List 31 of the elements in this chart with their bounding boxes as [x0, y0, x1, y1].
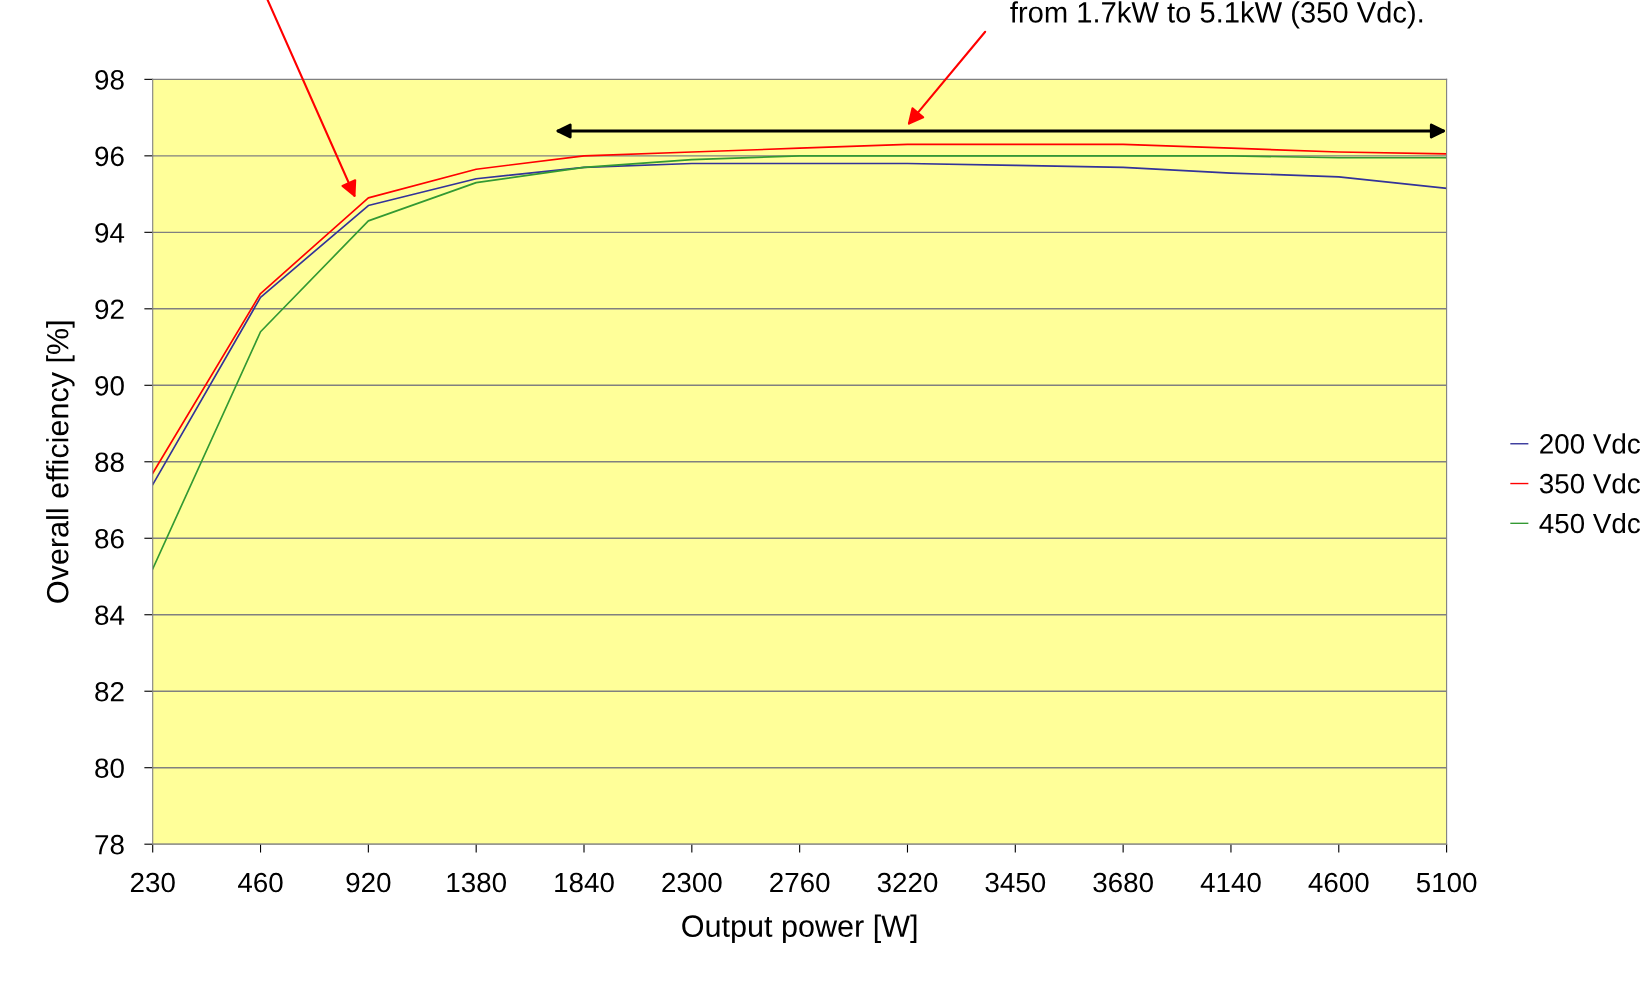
y-tick-label: 80 [95, 758, 124, 779]
legend-label: 200 Vdc [1540, 433, 1640, 454]
y-tick-label: 78 [95, 834, 124, 855]
legend-label: 450 Vdc [1539, 512, 1640, 534]
x-tick-label: 3450 [985, 872, 1046, 893]
x-tick-label: 2760 [770, 872, 830, 893]
legend-label: 350 Vdc [1539, 473, 1640, 494]
y-tick-label: 84 [95, 605, 125, 626]
y-tick-label: 82 [95, 681, 124, 702]
x-tick-label: 3680 [1093, 872, 1153, 893]
x-tick-label: 4140 [1200, 872, 1261, 893]
x-tick-label: 1840 [555, 872, 614, 893]
x-tick-label: 4600 [1308, 872, 1369, 893]
y-tick-label: 94 [95, 222, 125, 243]
y-tick-label: 96 [95, 146, 124, 167]
x-tick-label: 5100 [1416, 872, 1477, 893]
x-tick-label: 920 [346, 872, 391, 893]
y-tick-label: 88 [95, 452, 124, 473]
y-tick-label: 86 [95, 528, 124, 549]
x-tick-label: 1380 [447, 872, 506, 893]
x-tick-label: 230 [130, 872, 175, 893]
y-tick-label: 90 [95, 375, 124, 396]
text: from 1.7kW to 5.1kW (350 Vdc). [1010, 1, 1423, 29]
x-tick-label: 3220 [877, 872, 938, 893]
y-tick-label: 98 [95, 70, 124, 90]
y-tick-label: 92 [95, 299, 124, 320]
x-axis-title: Output power [W] [682, 914, 917, 944]
x-tick-label: 2300 [662, 872, 722, 893]
line-series [152, 155, 1447, 570]
y-axis-title: Overall efficiency [%] [46, 321, 75, 603]
x-tick-label: 460 [238, 872, 283, 893]
